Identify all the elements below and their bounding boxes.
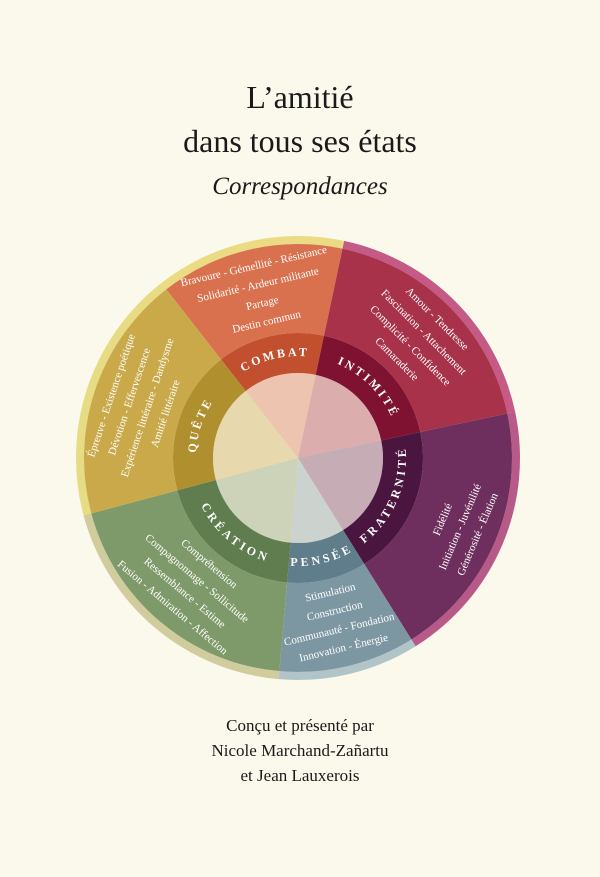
sector (166, 243, 343, 360)
sector-core (298, 440, 383, 531)
sector-core (290, 458, 344, 543)
sector (91, 490, 288, 672)
title-line: L’amitié (246, 79, 353, 115)
sector (83, 289, 222, 514)
sector-edge (161, 236, 345, 290)
title-line: dans tous ses états (183, 123, 417, 159)
sector-ring (177, 479, 291, 583)
sector-ring (221, 332, 324, 392)
sector-edge (75, 283, 167, 516)
sector-ring (343, 432, 424, 565)
sector-core (298, 374, 382, 458)
credit-line: Conçu et présenté par (226, 716, 374, 735)
sector-ring (315, 335, 421, 441)
sector-edge (83, 513, 280, 680)
sector (279, 564, 412, 672)
sector (364, 413, 512, 640)
subtitle: Correspondances (212, 173, 387, 200)
center-circle (213, 373, 383, 543)
sector-edge (278, 639, 416, 681)
credit-line: Nicole Marchand-Zañartu (212, 741, 389, 760)
sector-edge (411, 411, 520, 647)
sector-core (212, 391, 298, 480)
sector-core (215, 458, 298, 543)
credit-line: et Jean Lauxerois (241, 766, 360, 785)
sector-ring (287, 530, 365, 584)
sector-core (245, 373, 316, 458)
sector (323, 248, 508, 433)
sector-ring (173, 359, 246, 491)
